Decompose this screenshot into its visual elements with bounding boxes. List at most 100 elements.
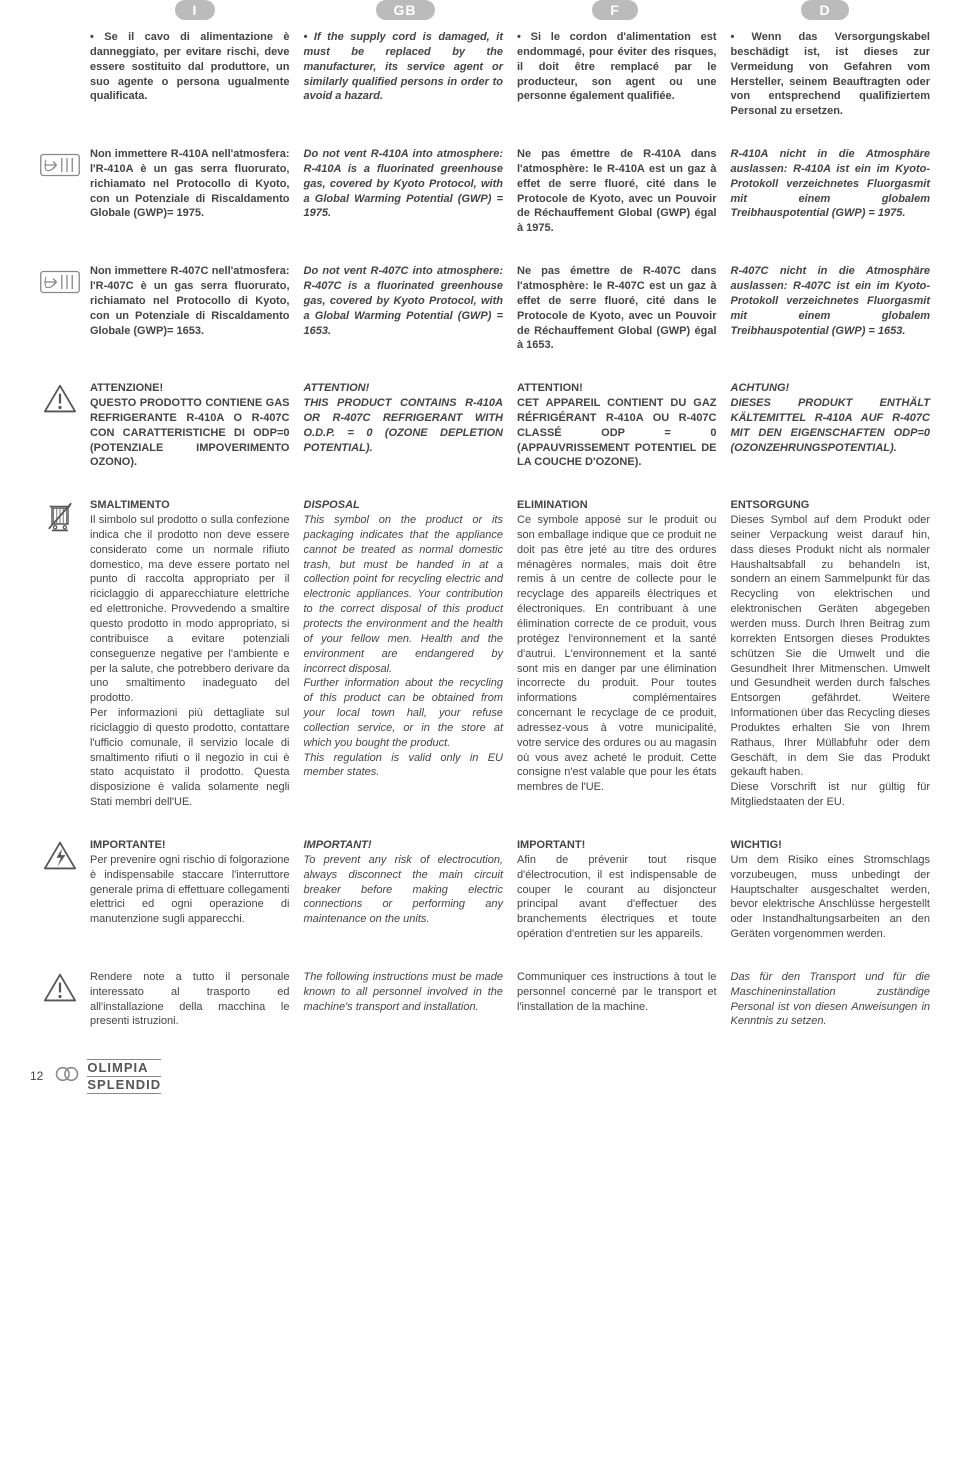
cell-body: • Se il cavo di alimentazione è danneggi…: [90, 30, 290, 104]
text-cell: Non immettere R-410A nell'atmosfera: l'R…: [90, 147, 290, 236]
text-cell: ELIMINATIONCe symbole apposé sur le prod…: [517, 498, 717, 810]
content-row: • Se il cavo di alimentazione è danneggi…: [30, 30, 930, 119]
pointer-icon: [30, 147, 90, 236]
cell-body: Afin de prévenir tout risque d'électrocu…: [517, 853, 717, 942]
cell-title: ENTSORGUNG: [731, 498, 931, 513]
cell-body: To prevent any risk of electrocution, al…: [304, 853, 504, 927]
language-header-row: I GB F D: [30, 0, 930, 20]
text-columns: SMALTIMENTOIl simbolo sul prodotto o sul…: [90, 498, 930, 810]
text-cell: Das für den Transport und für die Maschi…: [731, 970, 931, 1029]
cell-body: • Si le cordon d'alimentation est endomm…: [517, 30, 717, 104]
text-cell: Non immettere R-407C nell'atmosfera: l'R…: [90, 264, 290, 353]
cell-body: Ne pas émettre de R-407C dans l'atmosphè…: [517, 264, 717, 353]
text-cell: • Si le cordon d'alimentation est endomm…: [517, 30, 717, 119]
lang-header-d: D: [720, 0, 930, 20]
weee-icon: [30, 498, 90, 810]
page-number: 12: [30, 1069, 43, 1083]
content-row: IMPORTANTE!Per prevenire ogni rischio di…: [30, 838, 930, 942]
cell-body: This symbol on the product or its packag…: [304, 513, 504, 780]
cell-title: IMPORTANT!: [517, 838, 717, 853]
brand-line1: OLIMPIA: [87, 1059, 161, 1077]
text-cell: IMPORTANT!To prevent any risk of electro…: [304, 838, 504, 942]
cell-body: R-410A nicht in die Atmosphäre auslassen…: [731, 147, 931, 221]
cell-body: • If the supply cord is damaged, it must…: [304, 30, 504, 104]
cell-title: IMPORTANT!: [304, 838, 504, 853]
cell-title: ELIMINATION: [517, 498, 717, 513]
content-row: Non immettere R-407C nell'atmosfera: l'R…: [30, 264, 930, 353]
text-cell: Ne pas émettre de R-407C dans l'atmosphè…: [517, 264, 717, 353]
text-cell: WICHTIG!Um dem Risiko eines Stromschlags…: [731, 838, 931, 942]
text-cell: • Se il cavo di alimentazione è danneggi…: [90, 30, 290, 119]
lang-badge: I: [175, 0, 216, 20]
cell-body: The following instructions must be made …: [304, 970, 504, 1015]
text-cell: IMPORTANTE!Per prevenire ogni rischio di…: [90, 838, 290, 942]
text-cell: SMALTIMENTOIl simbolo sul prodotto o sul…: [90, 498, 290, 810]
lang-badge: GB: [376, 0, 435, 20]
cell-body: Rendere note a tutto il personale intere…: [90, 970, 290, 1029]
cell-body: Do not vent R-407C into atmosphere: R-40…: [304, 264, 504, 338]
lang-badge: D: [801, 0, 848, 20]
content-row: Non immettere R-410A nell'atmosfera: l'R…: [30, 147, 930, 236]
text-cell: DISPOSALThis symbol on the product or it…: [304, 498, 504, 810]
cell-body: • Wenn das Versorgungskabel beschädigt i…: [731, 30, 931, 119]
cell-body: Um dem Risiko eines Stromschlags vorzube…: [731, 853, 931, 942]
warning-icon: [30, 381, 90, 470]
text-cell: ACHTUNG! DIESES PRODUKT ENTHÄLT KÄLTEMIT…: [731, 381, 931, 470]
text-cell: Communiquer ces instructions à tout le p…: [517, 970, 717, 1029]
cell-body: ACHTUNG! DIESES PRODUKT ENTHÄLT KÄLTEMIT…: [731, 381, 931, 455]
text-cell: R-407C nicht in die Atmosphäre auslassen…: [731, 264, 931, 353]
warning-icon: [30, 970, 90, 1029]
text-columns: Non immettere R-410A nell'atmosfera: l'R…: [90, 147, 930, 236]
content-row: SMALTIMENTOIl simbolo sul prodotto o sul…: [30, 498, 930, 810]
cell-body: Das für den Transport und für die Maschi…: [731, 970, 931, 1029]
cell-body: Non immettere R-410A nell'atmosfera: l'R…: [90, 147, 290, 221]
cell-body: Non immettere R-407C nell'atmosfera: l'R…: [90, 264, 290, 338]
page-footer: 12 OLIMPIA SPLENDID: [30, 1059, 930, 1093]
lang-header-i: I: [90, 0, 300, 20]
cell-title: DISPOSAL: [304, 498, 504, 513]
cell-body: ATTENTION! CET APPAREIL CONTIENT DU GAZ …: [517, 381, 717, 470]
brand-rings-icon: [53, 1065, 81, 1088]
text-cell: ENTSORGUNGDieses Symbol auf dem Produkt …: [731, 498, 931, 810]
cell-body: Ne pas émettre de R-410A dans l'atmosphè…: [517, 147, 717, 236]
lang-badge: F: [592, 0, 638, 20]
cell-body: Il simbolo sul prodotto o sulla confezio…: [90, 513, 290, 810]
cell-title: SMALTIMENTO: [90, 498, 290, 513]
cell-body: ATTENTION! THIS PRODUCT CONTAINS R-410A …: [304, 381, 504, 455]
cell-title: WICHTIG!: [731, 838, 931, 853]
text-cell: R-410A nicht in die Atmosphäre auslassen…: [731, 147, 931, 236]
text-cell: ATTENTION! THIS PRODUCT CONTAINS R-410A …: [304, 381, 504, 470]
brand-logo: OLIMPIA SPLENDID: [53, 1059, 161, 1093]
text-columns: Rendere note a tutto il personale intere…: [90, 970, 930, 1029]
text-columns: Non immettere R-407C nell'atmosfera: l'R…: [90, 264, 930, 353]
text-columns: ATTENZIONE! QUESTO PRODOTTO CONTIENE GAS…: [90, 381, 930, 470]
text-columns: IMPORTANTE!Per prevenire ogni rischio di…: [90, 838, 930, 942]
content-row: ATTENZIONE! QUESTO PRODOTTO CONTIENE GAS…: [30, 381, 930, 470]
text-cell: The following instructions must be made …: [304, 970, 504, 1029]
cell-body: Dieses Symbol auf dem Produkt oder seine…: [731, 513, 931, 810]
text-cell: ATTENTION! CET APPAREIL CONTIENT DU GAZ …: [517, 381, 717, 470]
text-cell: Do not vent R-407C into atmosphere: R-40…: [304, 264, 504, 353]
brand-line2: SPLENDID: [87, 1077, 161, 1094]
text-cell: • If the supply cord is damaged, it must…: [304, 30, 504, 119]
cell-body: Communiquer ces instructions à tout le p…: [517, 970, 717, 1015]
text-cell: Ne pas émettre de R-410A dans l'atmosphè…: [517, 147, 717, 236]
text-cell: Rendere note a tutto il personale intere…: [90, 970, 290, 1029]
text-cell: IMPORTANT!Afin de prévenir tout risque d…: [517, 838, 717, 942]
lang-header-f: F: [510, 0, 720, 20]
brand-text: OLIMPIA SPLENDID: [87, 1059, 161, 1093]
cell-body: Ce symbole apposé sur le produit ou son …: [517, 513, 717, 795]
content-rows: • Se il cavo di alimentazione è danneggi…: [30, 30, 930, 1029]
cell-title: IMPORTANTE!: [90, 838, 290, 853]
electric-icon: [30, 838, 90, 942]
cell-body: R-407C nicht in die Atmosphäre auslassen…: [731, 264, 931, 338]
cell-body: Do not vent R-410A into atmosphere: R-41…: [304, 147, 504, 221]
text-cell: ATTENZIONE! QUESTO PRODOTTO CONTIENE GAS…: [90, 381, 290, 470]
text-cell: • Wenn das Versorgungskabel beschädigt i…: [731, 30, 931, 119]
text-columns: • Se il cavo di alimentazione è danneggi…: [90, 30, 930, 119]
text-cell: Do not vent R-410A into atmosphere: R-41…: [304, 147, 504, 236]
content-row: Rendere note a tutto il personale intere…: [30, 970, 930, 1029]
cell-body: ATTENZIONE! QUESTO PRODOTTO CONTIENE GAS…: [90, 381, 290, 470]
none-icon: [30, 30, 90, 119]
pointer-icon: [30, 264, 90, 353]
